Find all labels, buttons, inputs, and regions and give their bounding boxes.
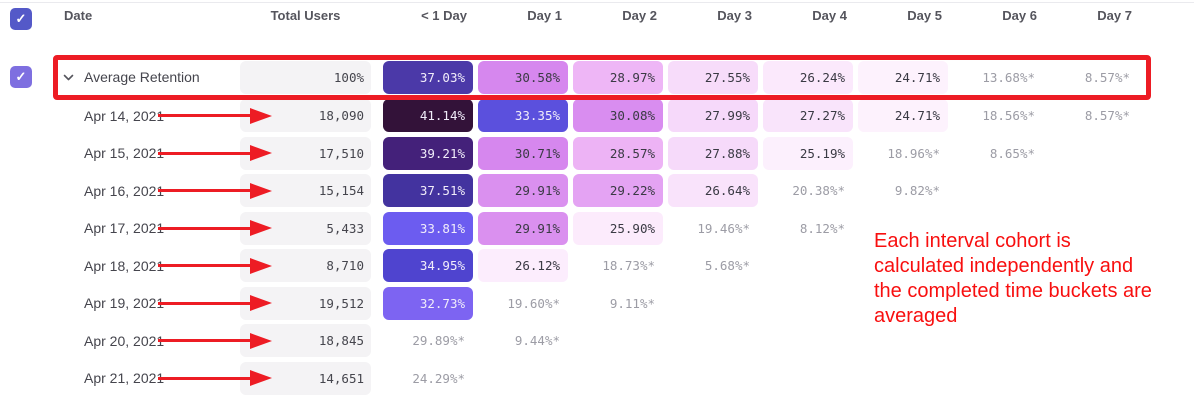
row-checkbox[interactable]: ✓ [10, 66, 32, 88]
retention-value-cell[interactable]: 39.21% [383, 136, 473, 170]
cohort-row: Apr 16, 2021 15,154 37.51% 29.91% 29.22% 26.6… [0, 172, 1194, 210]
cohort-date-label: Apr 16, 2021 [84, 182, 165, 199]
chevron-down-icon[interactable] [62, 71, 75, 84]
total-users-cell[interactable]: 5,433 [240, 211, 371, 245]
retention-value-cell[interactable]: 18.73%* [602, 258, 655, 273]
retention-value-cell[interactable]: 24.29%* [412, 370, 465, 386]
select-all-checkbox[interactable]: ✓ [10, 8, 32, 30]
cohort-date-label: Apr 20, 2021 [84, 332, 165, 349]
retention-value-cell[interactable]: 24.71% [858, 99, 948, 132]
column-header-day-7: Day 7 [1097, 8, 1132, 23]
retention-value-cell[interactable]: 41.14% [383, 99, 473, 132]
total-users-cell[interactable]: 17,510 [240, 136, 371, 170]
retention-value-cell[interactable]: 29.22% [573, 174, 663, 207]
column-header-total-users: Total Users [270, 8, 341, 23]
column-header-date: Date [64, 8, 93, 23]
retention-value-cell[interactable]: 28.57% [573, 136, 663, 170]
column-header--1-day: < 1 Day [421, 8, 467, 23]
column-header-day-3: Day 3 [717, 8, 752, 23]
cohort-row: Apr 18, 2021 8,710 34.95% 26.12% 18.73%* 5.68… [0, 247, 1194, 285]
cohort-date-label: Apr 17, 2021 [84, 220, 165, 236]
retention-value-cell[interactable]: 30.08% [573, 99, 663, 132]
cohort-row: Apr 20, 2021 18,845 29.89%* 9.44%* [0, 322, 1194, 360]
cohort-row: Apr 17, 2021 5,433 33.81% 29.91% 25.90% 19.46… [0, 209, 1194, 247]
cohort-row: Apr 19, 2021 19,512 32.73% 19.60%* 9.11%* [0, 284, 1194, 322]
retention-value-cell[interactable]: 25.19% [763, 136, 853, 170]
column-header-day-2: Day 2 [622, 8, 657, 23]
retention-value-cell[interactable]: 27.55% [668, 60, 758, 94]
retention-value-cell[interactable]: 27.99% [668, 99, 758, 132]
retention-value-cell[interactable]: 26.64% [668, 174, 758, 207]
cohort-row: Apr 15, 2021 17,510 39.21% 30.71% 28.57% 27.8… [0, 134, 1194, 172]
total-users-cell[interactable]: 18,090 [240, 99, 371, 132]
cohort-row: Apr 14, 2021 18,090 41.14% 33.35% 30.08% 27.9… [0, 97, 1194, 135]
retention-value-cell[interactable]: 8.57%* [1084, 108, 1130, 123]
total-users-cell[interactable]: 14,651 [240, 361, 371, 395]
retention-value-cell[interactable]: 33.81% [383, 211, 473, 245]
retention-value-cell[interactable]: 26.24% [763, 60, 853, 94]
cohort-date-label: Apr 21, 2021 [84, 370, 165, 386]
check-icon: ✓ [15, 69, 27, 84]
retention-value-cell[interactable]: 26.12% [478, 249, 568, 282]
retention-value-cell[interactable]: 29.89%* [412, 333, 465, 348]
check-icon: ✓ [15, 11, 27, 26]
cohort-date-label: Apr 15, 2021 [84, 145, 165, 161]
retention-value-cell[interactable]: 37.51% [383, 174, 473, 207]
total-users-cell[interactable]: 100% [240, 60, 371, 94]
retention-value-cell[interactable]: 27.27% [763, 99, 853, 132]
retention-value-cell[interactable]: 8.57%* [1084, 69, 1130, 85]
total-users-cell[interactable]: 8,710 [240, 249, 371, 282]
retention-value-cell[interactable]: 29.91% [478, 174, 568, 207]
retention-value-cell[interactable]: 19.60%* [507, 295, 560, 311]
retention-value-cell[interactable]: 27.88% [668, 136, 758, 170]
average-retention-label: Average Retention [84, 69, 200, 85]
cohort-date-label: Apr 14, 2021 [84, 107, 165, 124]
total-users-cell[interactable]: 18,845 [240, 324, 371, 357]
retention-value-cell[interactable]: 34.95% [383, 249, 473, 282]
retention-value-cell[interactable]: 32.73% [383, 286, 473, 320]
column-header-day-5: Day 5 [907, 8, 942, 23]
cohort-date-label: Apr 19, 2021 [84, 295, 165, 311]
retention-value-cell[interactable]: 18.96%* [887, 145, 940, 161]
retention-value-cell[interactable]: 9.44%* [514, 333, 560, 348]
retention-value-cell[interactable]: 5.68%* [704, 258, 750, 273]
retention-value-cell[interactable]: 33.35% [478, 99, 568, 132]
total-users-cell[interactable]: 15,154 [240, 174, 371, 207]
retention-value-cell[interactable]: 37.03% [383, 60, 473, 94]
retention-value-cell[interactable]: 30.71% [478, 136, 568, 170]
total-users-cell[interactable]: 19,512 [240, 286, 371, 320]
retention-value-cell[interactable]: 13.68%* [982, 69, 1035, 85]
retention-value-cell[interactable]: 8.12%* [799, 220, 845, 236]
retention-value-cell[interactable]: 29.91% [478, 211, 568, 245]
cohort-date-label: Apr 18, 2021 [84, 257, 165, 274]
retention-value-cell[interactable]: 25.90% [573, 211, 663, 245]
retention-value-cell[interactable]: 19.46%* [697, 220, 750, 236]
table-top-border [0, 2, 1194, 3]
column-header-day-1: Day 1 [527, 8, 562, 23]
column-header-day-6: Day 6 [1002, 8, 1037, 23]
retention-value-cell[interactable]: 28.97% [573, 60, 663, 94]
column-header-day-4: Day 4 [812, 8, 847, 23]
cohort-row: Apr 21, 2021 14,651 24.29%* [0, 359, 1194, 397]
retention-value-cell[interactable]: 24.71% [858, 60, 948, 94]
retention-value-cell[interactable]: 30.58% [478, 60, 568, 94]
retention-value-cell[interactable]: 9.11%* [609, 295, 655, 311]
retention-value-cell[interactable]: 9.82%* [894, 183, 940, 198]
average-retention-row: ✓ Average Retention 100% 37.03% 30.58% 28.97%… [0, 58, 1194, 96]
retention-value-cell[interactable]: 18.56%* [982, 108, 1035, 123]
retention-value-cell[interactable]: 8.65%* [989, 145, 1035, 161]
retention-value-cell[interactable]: 20.38%* [792, 183, 845, 198]
